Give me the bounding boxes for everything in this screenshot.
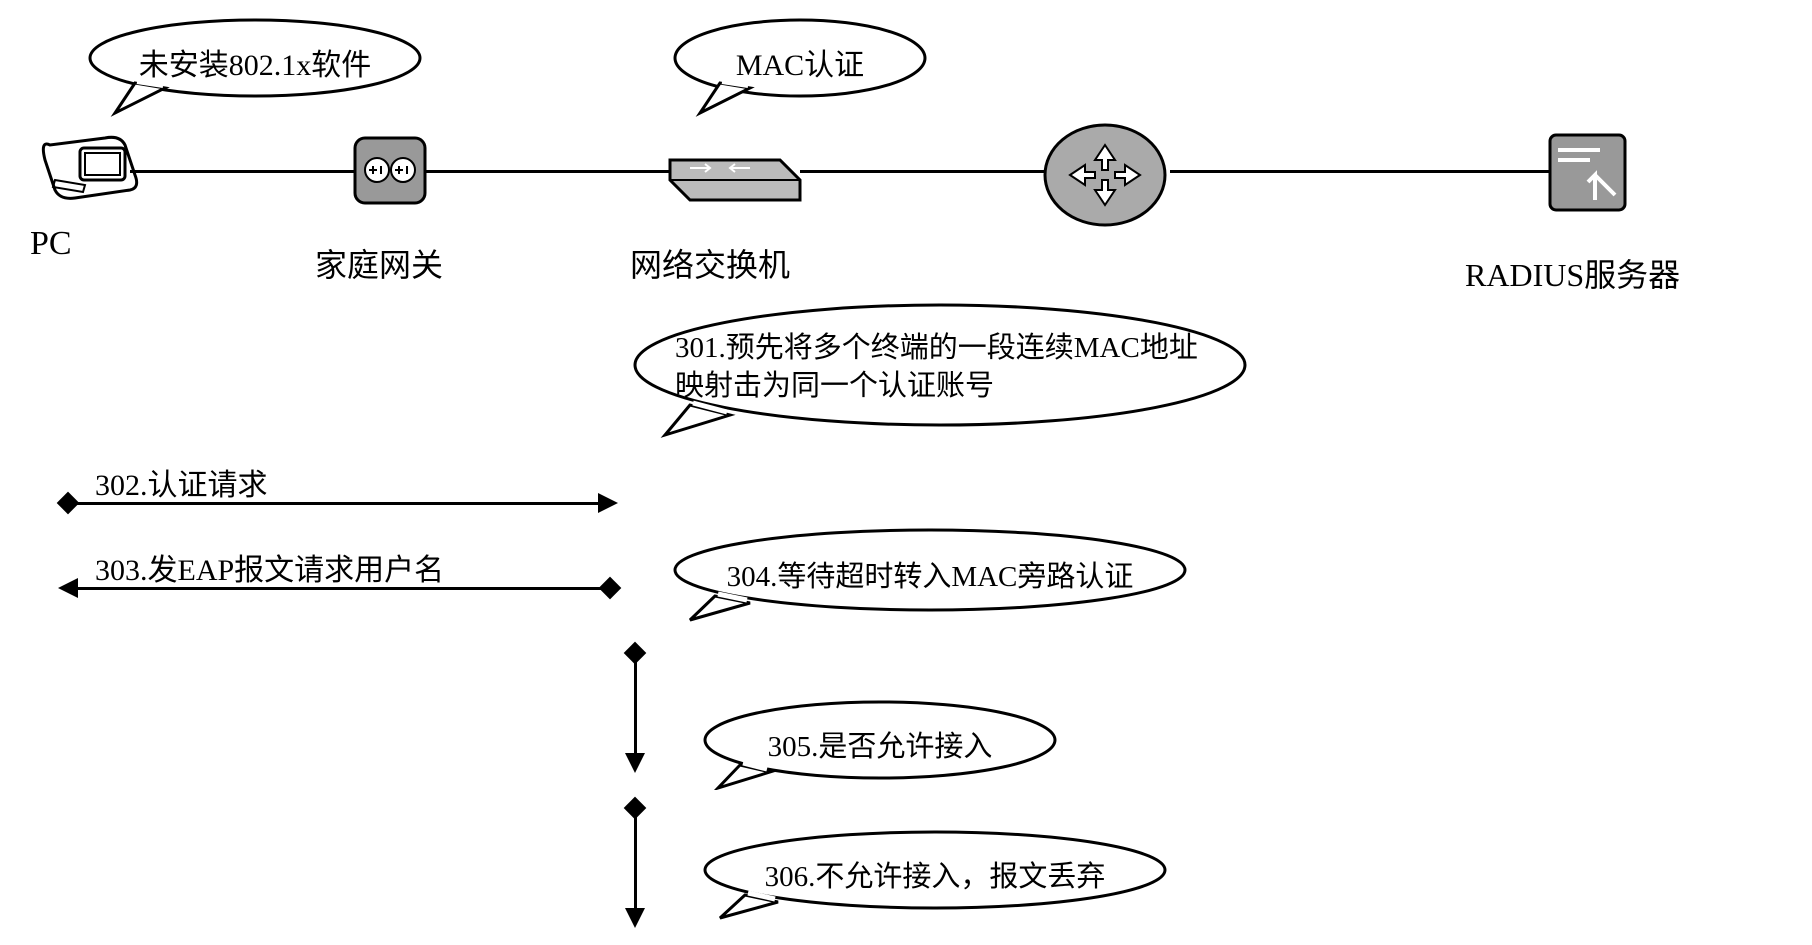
switch-callout-bubble: MAC认证: [670, 18, 930, 118]
switch-label: 网络交换机: [630, 240, 790, 286]
device-router: [1040, 120, 1170, 230]
step306-bubble: 306.不允许接入，报文丢弃: [700, 830, 1170, 920]
step305-arrow: [625, 753, 645, 773]
line-pc-gateway: [130, 170, 365, 173]
pc-callout-text: 未安装802.1x软件: [85, 40, 425, 84]
device-radius-server: [1540, 125, 1635, 220]
step306-text: 306.不允许接入，报文丢弃: [700, 853, 1170, 895]
line-router-server: [1170, 170, 1550, 173]
line-switch-router: [800, 170, 1050, 173]
step305-line: [634, 655, 637, 755]
step301-bubble: 301.预先将多个终端的一段连续MAC地址映射击为同一个认证账号: [630, 300, 1250, 440]
step305-bubble: 305.是否允许接入: [700, 700, 1060, 790]
step303-diamond: [599, 577, 622, 600]
server-label: RADIUS服务器: [1465, 250, 1680, 296]
switch-callout-text: MAC认证: [670, 40, 930, 84]
pc-callout-bubble: 未安装802.1x软件: [85, 18, 425, 118]
gateway-label: 家庭网关: [315, 240, 443, 286]
step302-label: 302.认证请求: [95, 460, 268, 504]
step304-bubble: 304.等待超时转入MAC旁路认证: [670, 528, 1190, 623]
line-gateway-switch: [420, 170, 670, 173]
step301-text: 301.预先将多个终端的一段连续MAC地址映射击为同一个认证账号: [675, 330, 1215, 405]
step306-arrow: [625, 908, 645, 928]
step304-text: 304.等待超时转入MAC旁路认证: [670, 553, 1190, 595]
device-pc: [35, 130, 145, 210]
pc-label: PC: [30, 225, 72, 263]
step305-text: 305.是否允许接入: [700, 723, 1060, 765]
device-network-switch: [650, 140, 810, 210]
step303-label: 303.发EAP报文请求用户名: [95, 545, 444, 589]
device-home-gateway: [345, 128, 435, 213]
step306-line: [634, 810, 637, 910]
step302-arrow: [598, 493, 618, 513]
